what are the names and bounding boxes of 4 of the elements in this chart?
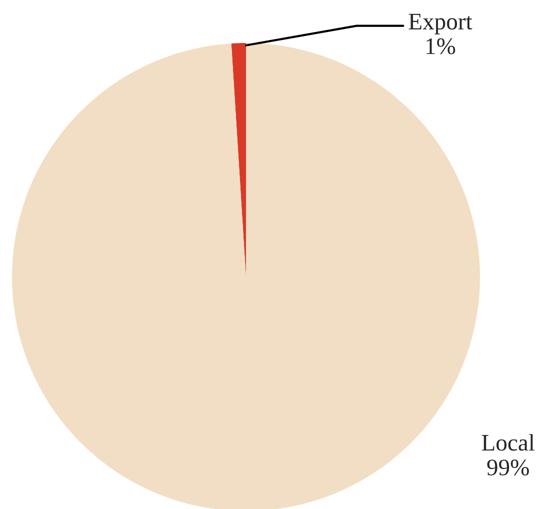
data-label: 99% xyxy=(487,460,529,476)
slice-label: Export xyxy=(408,14,472,34)
data-label: 1% xyxy=(426,38,456,54)
slice-label: Local xyxy=(482,434,534,451)
